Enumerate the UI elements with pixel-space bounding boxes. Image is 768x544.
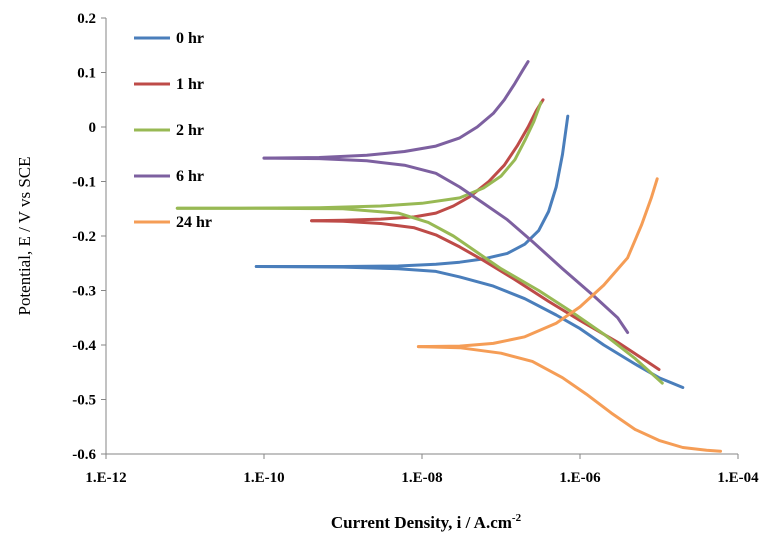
series-line-1-hr-anodic <box>310 98 545 223</box>
x-tick-label: 1.E-10 <box>243 470 284 486</box>
y-tick-label: -0.2 <box>72 229 96 245</box>
y-axis-title: Potential, E / V vs SCE <box>15 156 34 315</box>
series-line-1-hr-cathodic <box>310 219 661 371</box>
legend: 0 hr 1 hr 2 hr 6 hr 24 hr <box>134 30 212 231</box>
x-axis-title: Current Density, i / A.cm-2 <box>331 512 522 532</box>
series-1-hr <box>310 98 661 371</box>
x-tick-label: 1.E-04 <box>717 470 759 486</box>
legend-label-2-hr: 2 hr <box>176 122 204 139</box>
y-tick-label: 0 <box>89 120 97 136</box>
series-24-hr <box>416 177 722 453</box>
series-line-24-hr-anodic <box>416 177 659 349</box>
y-tick-label: -0.4 <box>72 338 96 354</box>
series-layer <box>175 60 722 453</box>
y-tick-label: -0.1 <box>72 175 96 191</box>
series-line-24-hr-cathodic <box>416 345 722 453</box>
series-line-2-hr-cathodic <box>175 206 664 385</box>
y-ticks: -0.6 -0.5 -0.4 -0.3 -0.2 -0.1 0 0.1 0.2 <box>72 11 106 463</box>
y-tick-label: -0.5 <box>72 393 96 409</box>
y-tick-label: -0.6 <box>72 447 96 463</box>
x-tick-label: 1.E-08 <box>401 470 442 486</box>
series-0-hr <box>254 114 685 389</box>
series-6-hr <box>262 60 630 334</box>
legend-label-1-hr: 1 hr <box>176 76 204 93</box>
legend-label-6-hr: 6 hr <box>176 168 204 185</box>
y-tick-label: -0.3 <box>72 284 96 300</box>
x-ticks: 1.E-12 1.E-10 1.E-08 1.E-06 1.E-04 <box>85 454 759 486</box>
x-tick-label: 1.E-06 <box>559 470 601 486</box>
x-axis-title-main: Current Density, i / A.cm <box>331 513 512 532</box>
series-line-0-hr-anodic <box>254 114 570 268</box>
series-line-6-hr-cathodic <box>262 156 630 334</box>
series-line-0-hr-cathodic <box>254 265 685 389</box>
x-tick-label: 1.E-12 <box>85 470 126 486</box>
y-tick-label: 0.2 <box>77 11 96 27</box>
series-2-hr <box>175 101 664 385</box>
series-line-6-hr-anodic <box>262 60 530 160</box>
legend-label-0-hr: 0 hr <box>176 30 204 47</box>
x-axis-title-superscript: -2 <box>512 512 522 524</box>
y-tick-label: 0.1 <box>77 66 96 82</box>
legend-label-24-hr: 24 hr <box>176 214 212 231</box>
